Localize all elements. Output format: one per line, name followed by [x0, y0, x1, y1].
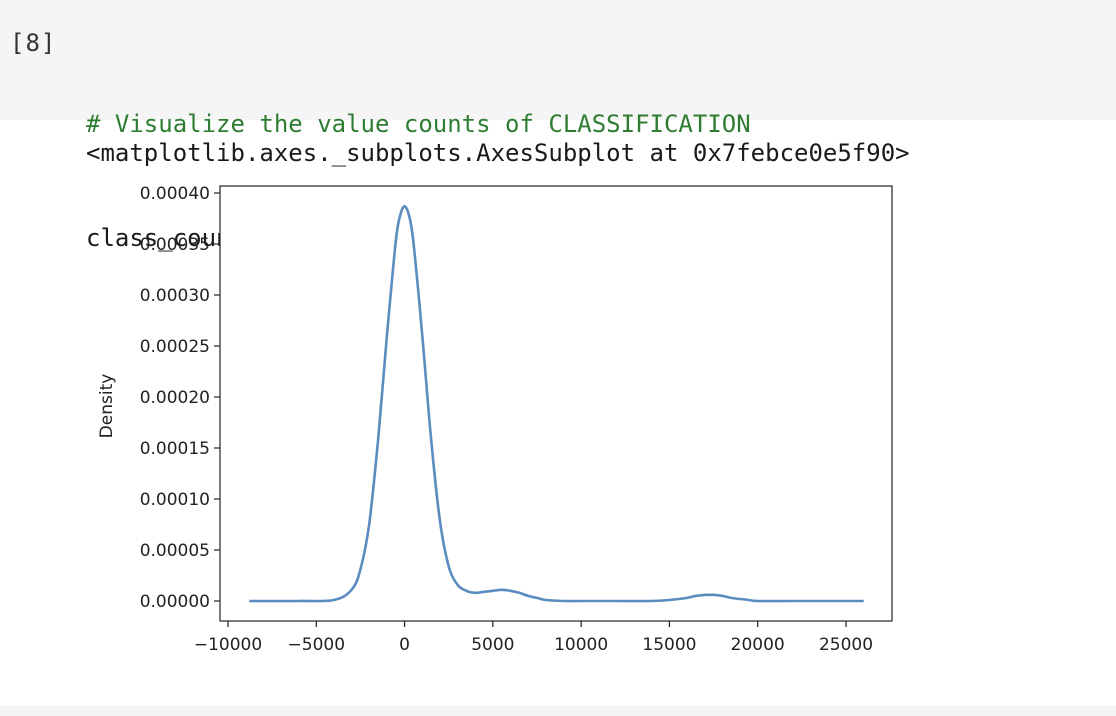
y-axis-label: Density — [97, 374, 117, 439]
y-tick-label: 0.00010 — [140, 490, 210, 510]
x-tick-label: 25000 — [819, 635, 873, 655]
y-tick-label: 0.00000 — [140, 592, 210, 612]
y-tick-label: 0.00030 — [140, 286, 210, 306]
y-tick-label: 0.00005 — [140, 541, 210, 561]
x-tick-label: −5000 — [288, 635, 346, 655]
x-axis: −10000 −5000 0 5000 10000 15000 20000 25000 — [194, 621, 873, 655]
plot-area-frame — [220, 186, 892, 621]
y-tick-label: 0.00025 — [140, 337, 210, 357]
y-tick-label: 0.00020 — [140, 388, 210, 408]
x-tick-label: 15000 — [642, 635, 696, 655]
y-tick-label: 0.00040 — [140, 184, 210, 204]
x-tick-label: −10000 — [194, 635, 262, 655]
y-tick-label: 0.00015 — [140, 439, 210, 459]
y-axis: 0.00000 0.00005 0.00010 0.00015 0.00020 0.000… — [140, 184, 220, 612]
x-tick-label: 10000 — [554, 635, 608, 655]
x-tick-label: 20000 — [731, 635, 785, 655]
x-tick-label: 0 — [399, 635, 410, 655]
y-tick-label: 0.00035 — [140, 235, 210, 255]
cell-separator — [0, 706, 1116, 716]
x-tick-label: 5000 — [471, 635, 514, 655]
